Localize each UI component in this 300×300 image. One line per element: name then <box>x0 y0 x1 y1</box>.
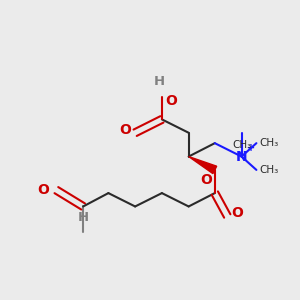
Text: +: + <box>247 143 255 153</box>
Text: O: O <box>37 183 49 197</box>
Text: CH₃: CH₃ <box>232 140 251 150</box>
Text: O: O <box>165 94 177 107</box>
Polygon shape <box>189 157 217 174</box>
Text: CH₃: CH₃ <box>260 138 279 148</box>
Text: N: N <box>236 149 248 164</box>
Text: O: O <box>200 173 212 187</box>
Text: O: O <box>231 206 243 220</box>
Text: CH₃: CH₃ <box>260 165 279 175</box>
Text: H: H <box>78 211 89 224</box>
Text: O: O <box>120 123 132 137</box>
Text: H: H <box>153 75 164 88</box>
